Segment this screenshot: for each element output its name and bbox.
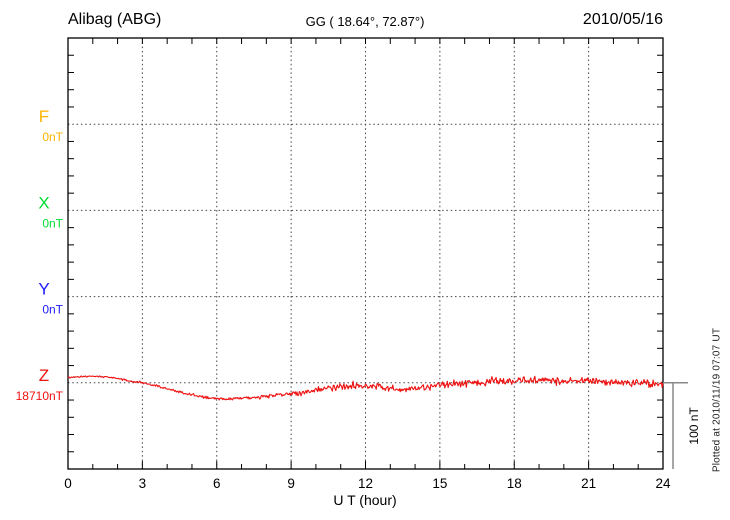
channel-F-label: F — [39, 107, 49, 126]
grid-lines — [68, 38, 663, 469]
hour-tick-label: 12 — [358, 476, 373, 491]
scale-bar-label: 100 nT — [687, 407, 701, 445]
x-axis-title: U T (hour) — [333, 492, 397, 508]
x-axis-labels: 0 3 6 9 12 15 18 21 24 — [64, 476, 671, 491]
station-title: Alibag (ABG) — [68, 11, 162, 28]
geographic-coordinates: GG ( 18.64°, 72.87°) — [305, 14, 425, 29]
plotted-timestamp-note: Plotted at 2010/11/19 07:07 UT — [711, 327, 723, 473]
scale-bar: 100 nT — [663, 382, 701, 469]
z-component-trace — [67, 375, 664, 401]
channel-Z-label: Z — [39, 366, 49, 385]
hour-tick-label: 9 — [287, 476, 295, 491]
plot-frame — [67, 37, 664, 470]
channel-X-label: X — [38, 193, 49, 212]
channel-labels: F 0nT X 0nT Y 0nT Z 18710nT — [16, 107, 64, 403]
hour-tick-label: 15 — [432, 476, 447, 491]
channel-Y-baseline-value: 0nT — [42, 303, 63, 317]
hour-tick-label: 3 — [139, 476, 147, 491]
channel-Z-baseline-value: 18710nT — [16, 389, 64, 403]
hour-tick-label: 0 — [64, 476, 72, 491]
channel-F-baseline-value: 0nT — [42, 130, 63, 144]
channel-X-baseline-value: 0nT — [42, 216, 63, 230]
axis-ticks — [68, 38, 663, 469]
hour-tick-label: 24 — [655, 476, 671, 491]
hour-tick-label: 18 — [507, 476, 522, 491]
observation-date: 2010/05/16 — [582, 11, 663, 28]
channel-Y-label: Y — [38, 280, 49, 299]
hour-tick-label: 6 — [213, 476, 221, 491]
hour-tick-label: 21 — [581, 476, 596, 491]
z-trace — [67, 375, 664, 401]
